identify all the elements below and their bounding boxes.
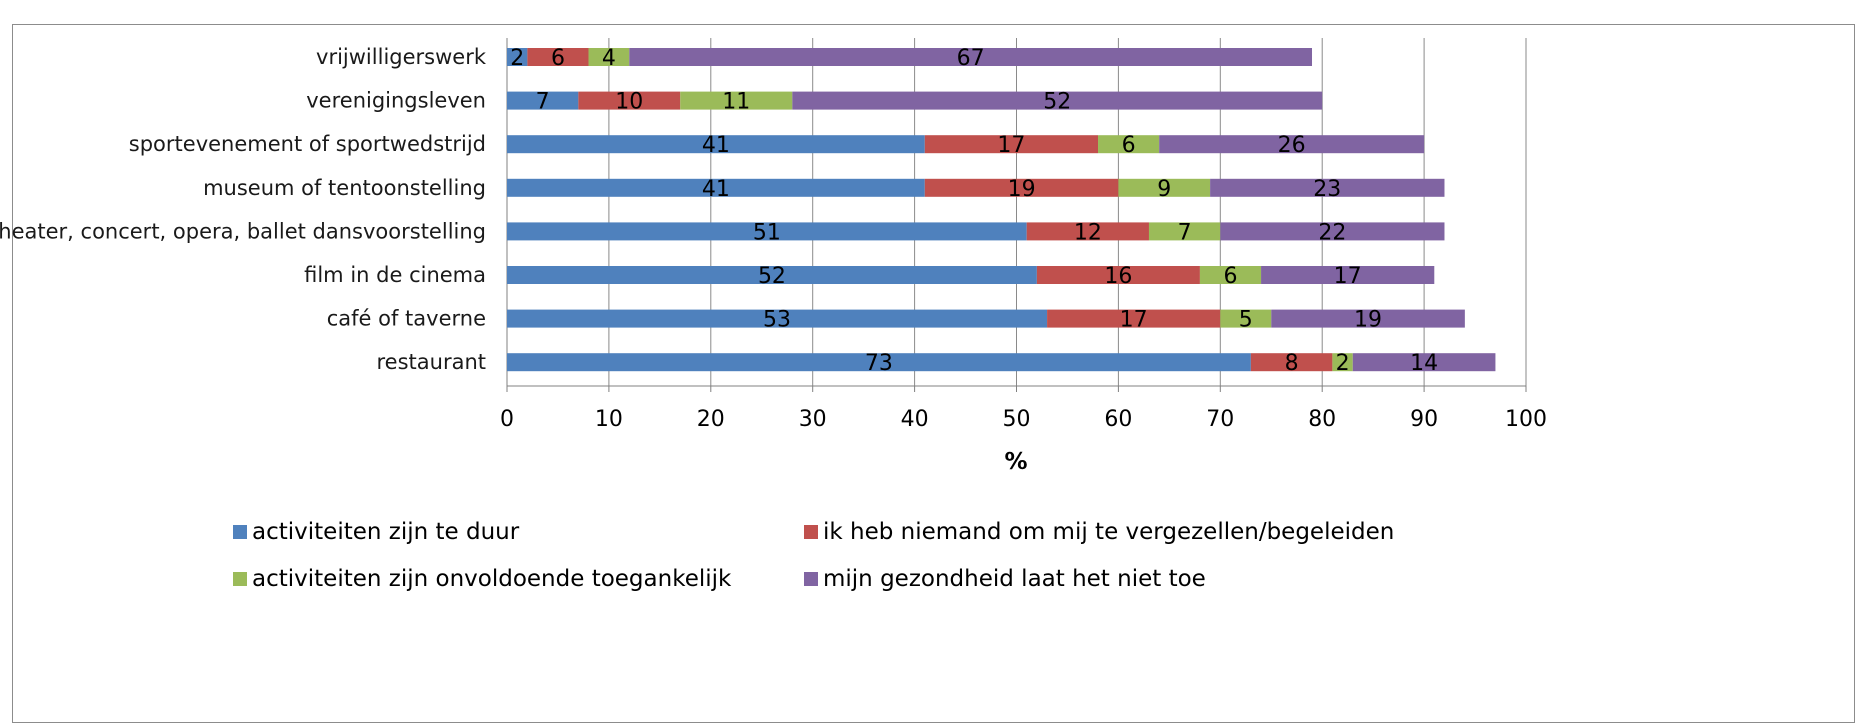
- gridlines: [506, 38, 1527, 392]
- data-label-s0: 73: [865, 351, 893, 376]
- category-labels: vrijwilligerswerk verenigingsleven sportev…: [0, 45, 487, 374]
- bar-segment-s3: [1159, 135, 1425, 154]
- bar-segment-s0: [507, 91, 579, 110]
- data-label-s1: 6: [551, 46, 565, 71]
- data-label-s1: 8: [1285, 351, 1299, 376]
- bar-segment-s2: [588, 48, 630, 66]
- data-label-s2: 6: [1223, 264, 1237, 289]
- data-label-s1: 12: [1074, 220, 1102, 245]
- legend-label-1: ik heb niemand om mij te vergezellen/beg…: [823, 519, 1394, 545]
- bar-segment-s1: [924, 135, 1099, 154]
- data-label-s0: 41: [702, 133, 730, 158]
- data-label-s2: 5: [1239, 308, 1253, 333]
- x-tick-label-40: 40: [901, 407, 929, 432]
- data-label-s1: 16: [1104, 264, 1132, 289]
- category-label: restaurant: [377, 350, 487, 374]
- bar-segment-s1: [1036, 266, 1200, 284]
- bar-segment-s1: [1250, 353, 1333, 372]
- data-label-s2: 9: [1157, 177, 1171, 202]
- data-label-s0: 52: [758, 264, 786, 289]
- category-label: vrijwilligerswerk: [316, 45, 487, 69]
- data-label-s0: 53: [763, 308, 791, 333]
- bar-segment-s3: [1352, 353, 1496, 372]
- bar-segment-s2: [1098, 135, 1160, 154]
- bar-segment-s1: [1026, 222, 1149, 241]
- bar-segment-s2: [1199, 266, 1262, 284]
- bar-segment-s0: [507, 135, 925, 154]
- category-label: museum of tentoonstelling: [203, 176, 486, 200]
- legend-swatch-0: [233, 525, 247, 539]
- bar-segment-s2: [1148, 222, 1221, 241]
- bar-segment-s0: [507, 309, 1048, 328]
- bar-segment-s1: [578, 91, 681, 110]
- bar-segment-s2: [1220, 309, 1272, 328]
- bar-segment-s1: [527, 48, 589, 66]
- x-tick-label-60: 60: [1104, 407, 1132, 432]
- bar-segment-s1: [924, 178, 1119, 197]
- bar-segment-s3: [1210, 178, 1445, 197]
- bar-segment-s0: [507, 353, 1251, 372]
- data-label-s0: 2: [510, 46, 524, 71]
- legend: activiteiten zijn te duur ik heb niemand …: [233, 519, 1394, 592]
- x-tick-label-10: 10: [595, 407, 623, 432]
- bar-segment-s3: [792, 91, 1323, 110]
- data-label-s3: 14: [1410, 351, 1438, 376]
- data-label-s2: 4: [602, 46, 616, 71]
- x-axis-ticks: 0 10 20 30 40 50 60 70 80 90 100: [500, 407, 1547, 432]
- data-label-s1: 19: [1008, 177, 1036, 202]
- x-tick-label-100: 100: [1505, 407, 1547, 432]
- category-label: verenigingsleven: [306, 89, 486, 113]
- data-label-s1: 10: [615, 90, 643, 115]
- x-tick-label-20: 20: [697, 407, 725, 432]
- data-label-s3: 52: [1043, 90, 1071, 115]
- x-tick-label-70: 70: [1206, 407, 1234, 432]
- bar-segment-s2: [1118, 178, 1211, 197]
- legend-label-0: activiteiten zijn te duur: [252, 519, 520, 545]
- category-label: café of taverne: [327, 307, 486, 331]
- data-label-s3: 23: [1313, 177, 1341, 202]
- bar-segment-s0: [507, 222, 1027, 241]
- data-label-s3: 67: [957, 46, 985, 71]
- data-label-s3: 19: [1354, 308, 1382, 333]
- bar-segment-s2: [1332, 353, 1353, 372]
- bar-segment-s3: [1220, 222, 1445, 241]
- data-label-s1: 17: [1120, 308, 1148, 333]
- x-tick-label-90: 90: [1410, 407, 1438, 432]
- category-label: sportevenement of sportwedstrijd: [129, 132, 486, 156]
- data-label-s0: 51: [753, 220, 781, 245]
- data-label-s3: 17: [1334, 264, 1362, 289]
- data-label-s2: 6: [1122, 133, 1136, 158]
- data-label-s3: 22: [1318, 220, 1346, 245]
- x-axis-title: %: [1004, 449, 1027, 475]
- category-label: theater, concert, opera, ballet dansvoor…: [0, 219, 486, 243]
- bar-segment-s3: [1261, 266, 1435, 284]
- legend-swatch-3: [804, 572, 818, 586]
- data-label-s0: 41: [702, 177, 730, 202]
- bar-segment-s0: [507, 178, 925, 197]
- bar-segment-s0: [507, 48, 528, 66]
- bar-segment-s3: [629, 48, 1313, 66]
- data-label-s2: 2: [1336, 351, 1350, 376]
- bar-segment-s3: [1271, 309, 1465, 328]
- bar-segment-s1: [1047, 309, 1221, 328]
- data-label-s2: 11: [722, 90, 750, 115]
- legend-swatch-2: [233, 572, 247, 586]
- data-label-s0: 7: [536, 90, 550, 115]
- legend-label-3: mijn gezondheid laat het niet toe: [823, 566, 1206, 592]
- data-label-s3: 26: [1278, 133, 1306, 158]
- x-tick-label-80: 80: [1308, 407, 1336, 432]
- legend-label-2: activiteiten zijn onvoldoende toegankeli…: [252, 566, 732, 592]
- bar-segment-s2: [680, 91, 793, 110]
- x-tick-label-30: 30: [799, 407, 827, 432]
- bar-segment-s0: [507, 266, 1037, 284]
- category-label: film in de cinema: [304, 263, 486, 287]
- x-tick-label-0: 0: [500, 407, 514, 432]
- x-tick-label-50: 50: [1003, 407, 1031, 432]
- data-label-s1: 17: [997, 133, 1025, 158]
- data-label-s2: 7: [1178, 220, 1192, 245]
- legend-swatch-1: [804, 525, 818, 539]
